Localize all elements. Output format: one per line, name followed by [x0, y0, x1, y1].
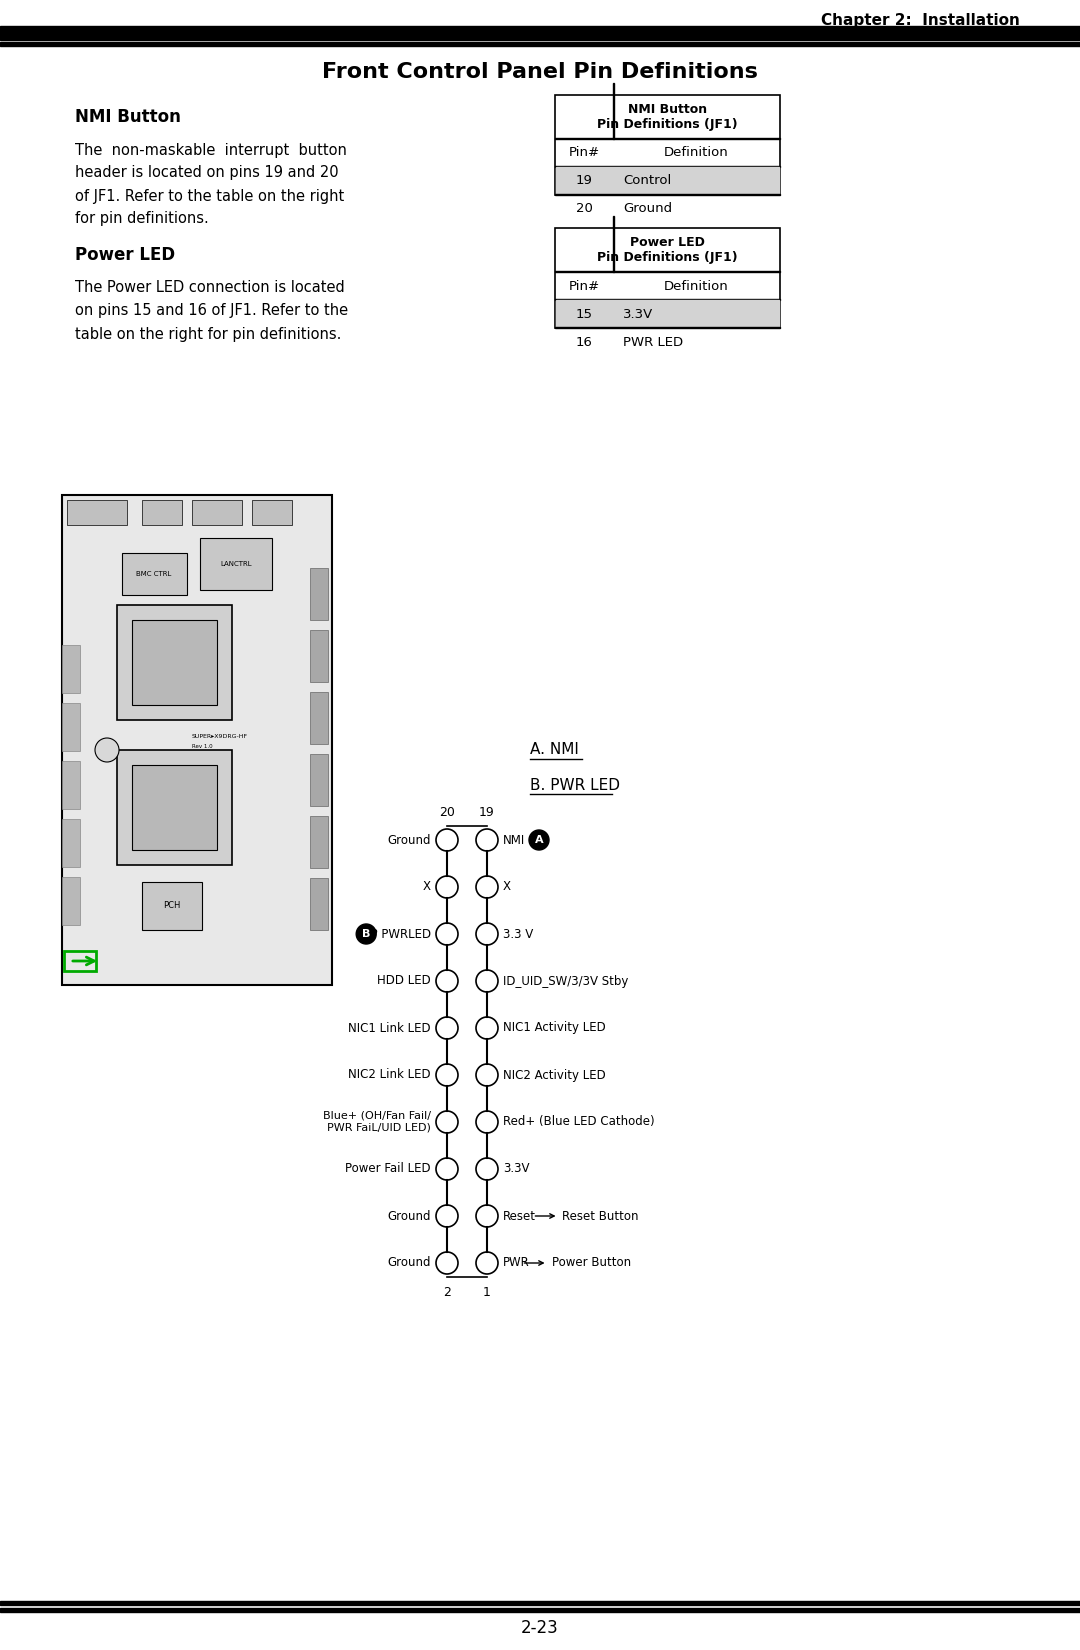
- Bar: [117, 606, 232, 719]
- Text: Power Button: Power Button: [552, 1257, 631, 1269]
- Text: 2: 2: [443, 1285, 451, 1299]
- Text: NIC1 Activity LED: NIC1 Activity LED: [503, 1021, 606, 1035]
- Text: X: X: [423, 881, 431, 894]
- Text: of JF1. Refer to the table on the right: of JF1. Refer to the table on the right: [75, 188, 345, 203]
- Text: Power LED
Pin Definitions (JF1): Power LED Pin Definitions (JF1): [597, 236, 738, 264]
- Bar: [132, 766, 217, 850]
- Text: 2-23: 2-23: [522, 1619, 558, 1637]
- Text: ID_UID_SW/3/3V Stby: ID_UID_SW/3/3V Stby: [503, 975, 629, 987]
- Text: NIC2 Link LED: NIC2 Link LED: [349, 1069, 431, 1081]
- Bar: [192, 500, 242, 525]
- Bar: [310, 630, 328, 681]
- Bar: [0, 41, 1080, 46]
- Circle shape: [529, 830, 549, 850]
- Bar: [0, 1609, 1080, 1612]
- Text: Red+ (Blue LED Cathode): Red+ (Blue LED Cathode): [503, 1115, 654, 1129]
- Text: Ground: Ground: [623, 203, 672, 216]
- Bar: [555, 228, 780, 328]
- Bar: [252, 500, 292, 525]
- Text: B. PWR LED: B. PWR LED: [530, 777, 620, 792]
- Bar: [310, 568, 328, 620]
- Bar: [556, 167, 779, 195]
- Text: 20: 20: [576, 203, 593, 216]
- Bar: [556, 300, 779, 327]
- Text: header is located on pins 19 and 20: header is located on pins 19 and 20: [75, 165, 339, 180]
- Bar: [64, 950, 96, 970]
- Text: Ground: Ground: [388, 1257, 431, 1269]
- Bar: [117, 751, 232, 865]
- Text: 20: 20: [440, 805, 455, 818]
- Text: Power Fail LED: Power Fail LED: [346, 1163, 431, 1175]
- Text: on pins 15 and 16 of JF1. Refer to the: on pins 15 and 16 of JF1. Refer to the: [75, 304, 348, 318]
- Circle shape: [356, 924, 376, 944]
- Circle shape: [95, 738, 119, 762]
- Text: HDD LED: HDD LED: [377, 975, 431, 987]
- Bar: [555, 96, 780, 195]
- Text: A: A: [535, 835, 543, 845]
- Text: 3.3V: 3.3V: [623, 307, 653, 320]
- Text: Front Control Panel Pin Definitions: Front Control Panel Pin Definitions: [322, 63, 758, 82]
- Bar: [62, 878, 80, 926]
- Text: A. NMI: A. NMI: [530, 742, 579, 757]
- Text: X: X: [503, 881, 511, 894]
- Text: NMI: NMI: [503, 833, 525, 846]
- Bar: [62, 495, 332, 985]
- Text: Reset: Reset: [503, 1209, 536, 1223]
- Text: Power LED: Power LED: [75, 246, 175, 264]
- Text: Pin#: Pin#: [568, 147, 599, 160]
- Text: Definition: Definition: [664, 279, 729, 292]
- Bar: [310, 754, 328, 805]
- Text: PWR LED: PWR LED: [623, 335, 684, 348]
- Text: Reset Button: Reset Button: [563, 1209, 639, 1223]
- Text: Definition: Definition: [664, 147, 729, 160]
- Bar: [62, 761, 80, 808]
- Text: B: B: [362, 929, 370, 939]
- Text: Rev 1.0: Rev 1.0: [192, 744, 213, 749]
- Text: Control: Control: [623, 175, 672, 188]
- Bar: [0, 1600, 1080, 1605]
- Text: NMI Button: NMI Button: [75, 107, 180, 125]
- Text: The  non-maskable  interrupt  button: The non-maskable interrupt button: [75, 142, 347, 157]
- Bar: [310, 817, 328, 868]
- Text: Blue+ (OH/Fan Fail/: Blue+ (OH/Fan Fail/: [323, 1110, 431, 1120]
- Text: 3.3 V: 3.3 V: [503, 927, 534, 940]
- Bar: [62, 645, 80, 693]
- Text: PWR FaiL/UID LED): PWR FaiL/UID LED): [327, 1124, 431, 1134]
- Bar: [62, 818, 80, 866]
- Text: PWR: PWR: [503, 1257, 530, 1269]
- Text: SUPER▸X9DRG-HF: SUPER▸X9DRG-HF: [192, 734, 248, 739]
- Text: 19: 19: [480, 805, 495, 818]
- Bar: [122, 553, 187, 596]
- Bar: [141, 500, 183, 525]
- Bar: [0, 26, 1080, 40]
- Text: Ground: Ground: [388, 833, 431, 846]
- Text: 3.3V: 3.3V: [503, 1163, 529, 1175]
- Text: 16: 16: [576, 335, 593, 348]
- Text: Chapter 2:  Installation: Chapter 2: Installation: [821, 13, 1020, 28]
- Bar: [132, 620, 217, 705]
- Bar: [310, 878, 328, 931]
- Bar: [67, 500, 127, 525]
- Text: FP PWRLED: FP PWRLED: [364, 927, 431, 940]
- Text: PCH: PCH: [163, 901, 180, 911]
- Text: LANCTRL: LANCTRL: [220, 561, 252, 568]
- Bar: [62, 703, 80, 751]
- Text: NIC2 Activity LED: NIC2 Activity LED: [503, 1069, 606, 1081]
- Text: Pin#: Pin#: [568, 279, 599, 292]
- Text: for pin definitions.: for pin definitions.: [75, 211, 208, 226]
- Bar: [310, 691, 328, 744]
- Text: Ground: Ground: [388, 1209, 431, 1223]
- Text: The Power LED connection is located: The Power LED connection is located: [75, 280, 345, 295]
- Text: BMC CTRL: BMC CTRL: [136, 571, 172, 578]
- Text: 15: 15: [576, 307, 593, 320]
- Text: NIC1 Link LED: NIC1 Link LED: [349, 1021, 431, 1035]
- Bar: [141, 883, 202, 931]
- Text: 1: 1: [483, 1285, 491, 1299]
- Bar: [200, 538, 272, 591]
- Text: table on the right for pin definitions.: table on the right for pin definitions.: [75, 327, 341, 342]
- Text: 19: 19: [576, 175, 593, 188]
- Text: NMI Button
Pin Definitions (JF1): NMI Button Pin Definitions (JF1): [597, 102, 738, 130]
